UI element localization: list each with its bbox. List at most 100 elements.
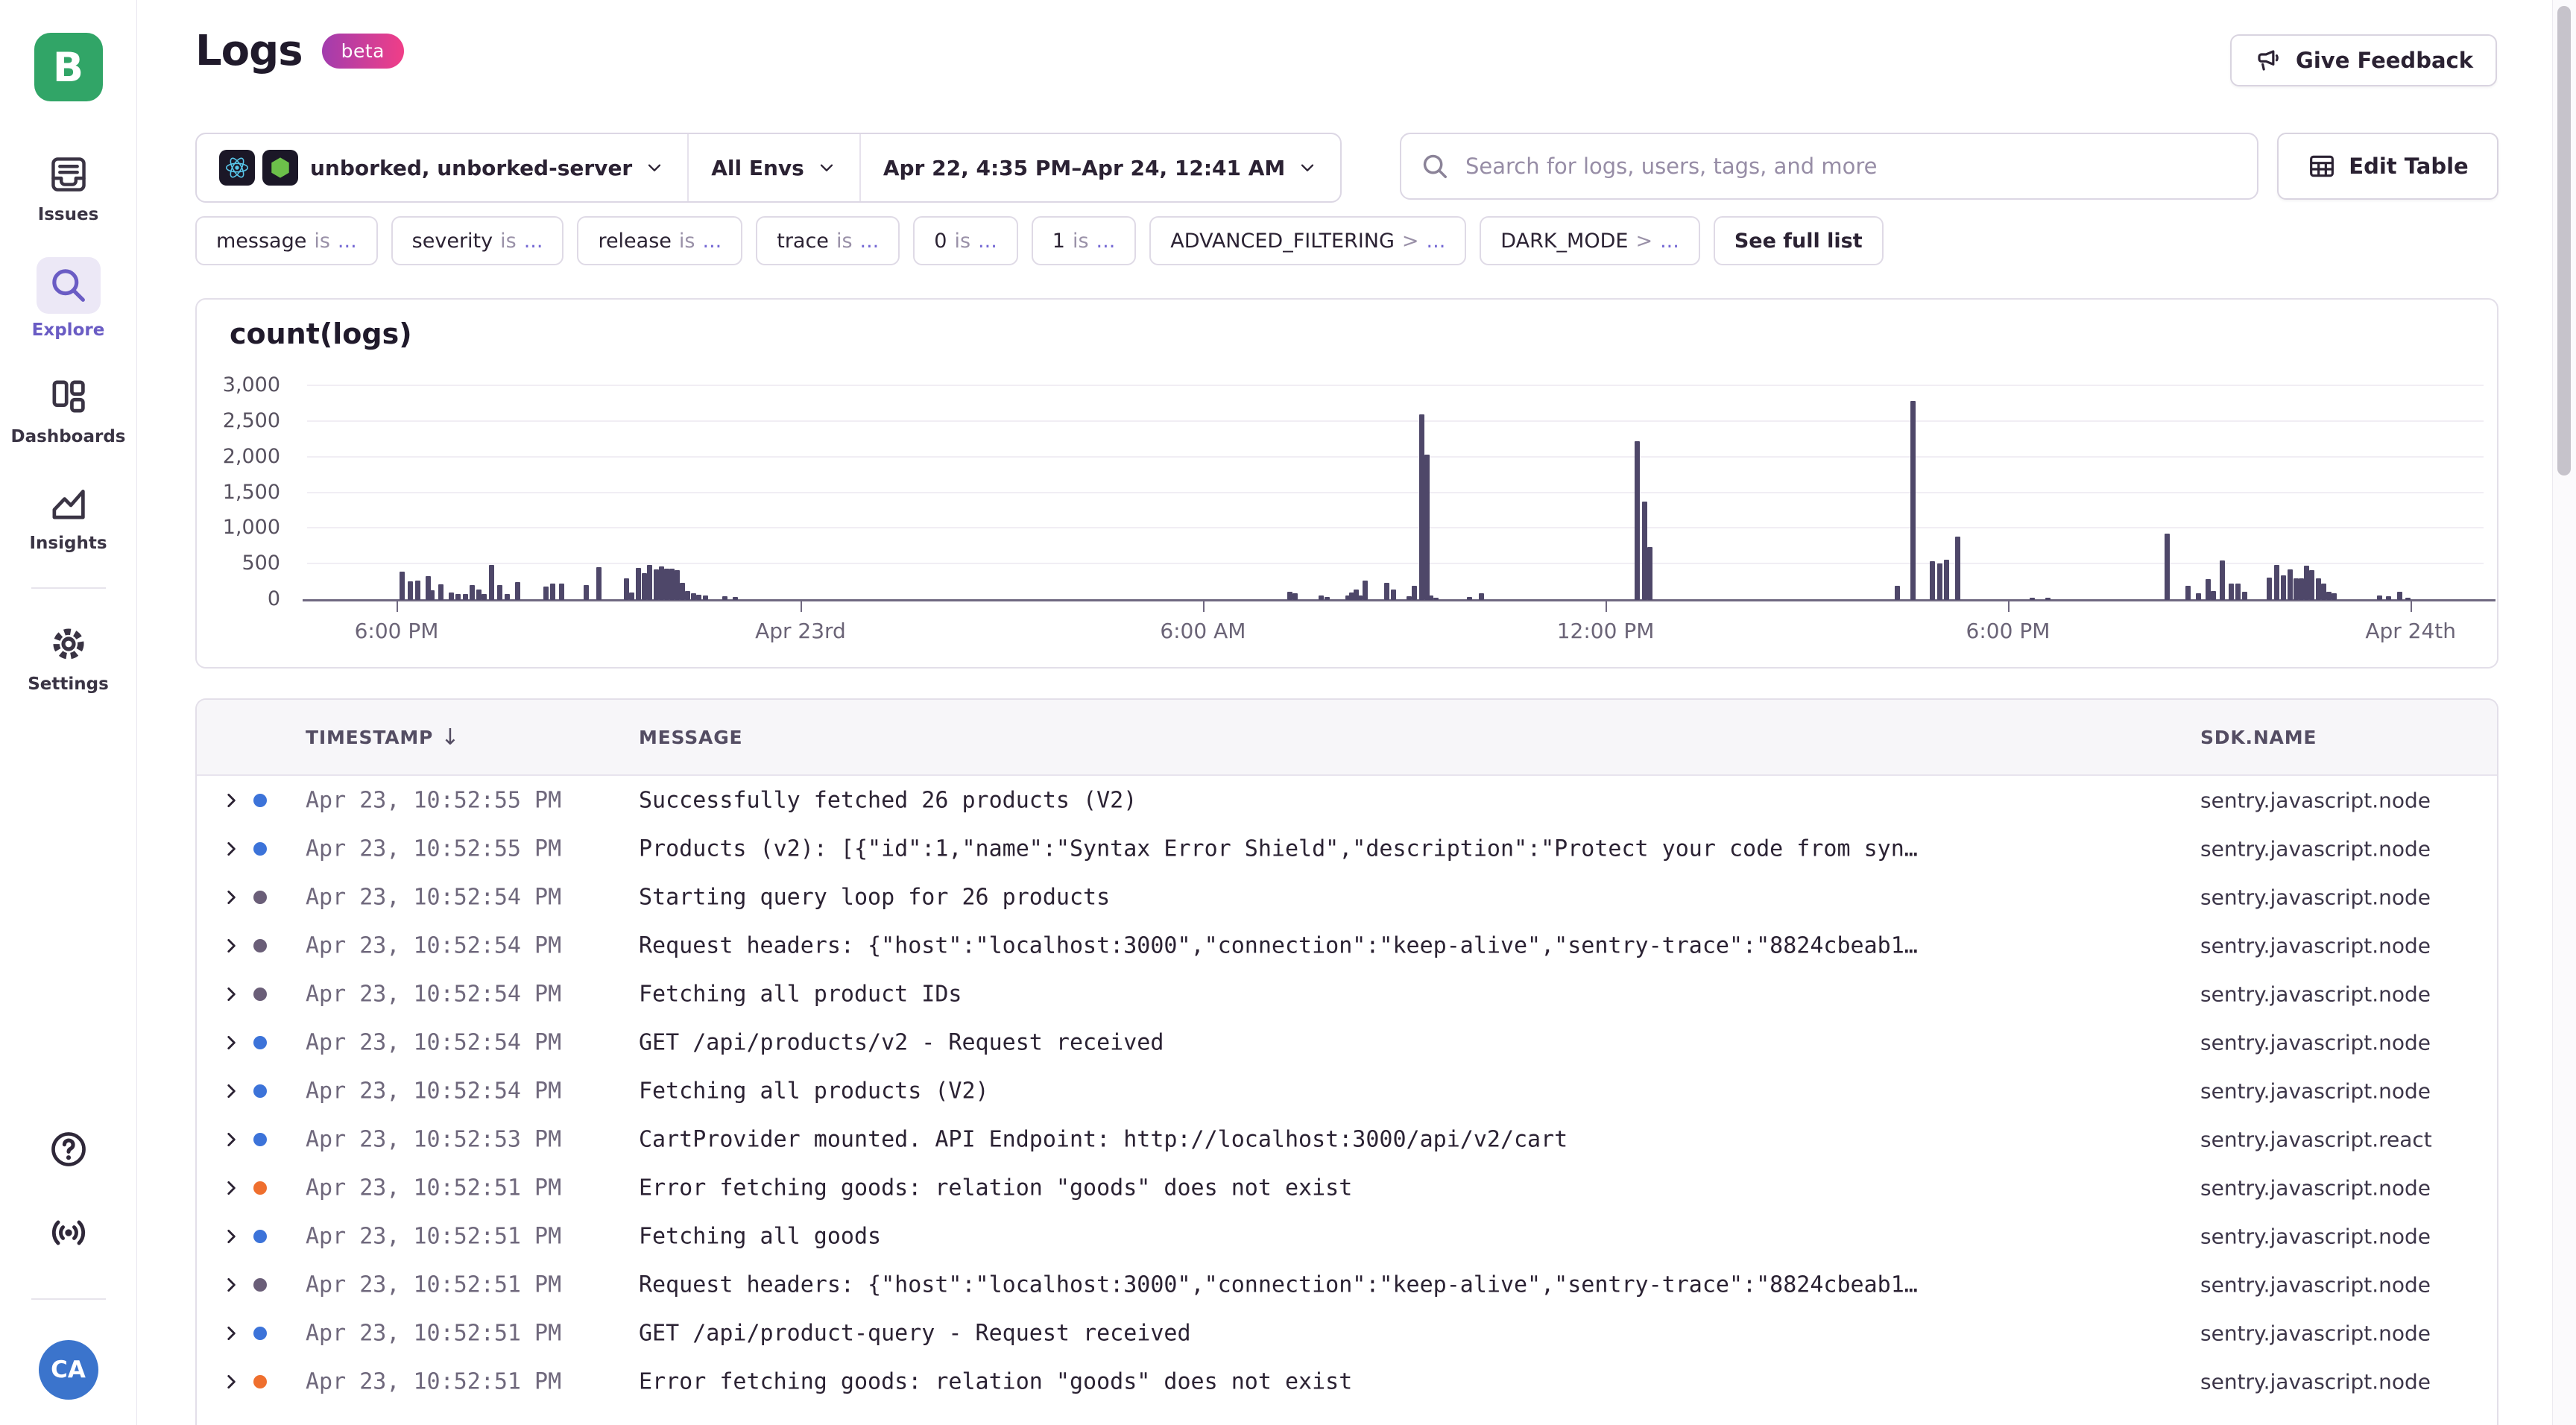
table-row[interactable]: Apr 23, 10:52:53 PM CartProvider mounted.…	[197, 1115, 2497, 1163]
sidebar-item-dashboards[interactable]: Dashboards	[0, 373, 136, 446]
chart-bar	[641, 572, 647, 600]
expand-chevron-icon[interactable]	[221, 1324, 241, 1343]
table-row[interactable]: Apr 23, 10:52:54 PM Fetching all products…	[197, 1067, 2497, 1115]
log-sdk-name: sentry.javascript.node	[2200, 1369, 2431, 1394]
table-row[interactable]: Apr 23, 10:52:54 PM Starting query loop f…	[197, 873, 2497, 921]
page-header: Logs beta	[195, 27, 404, 75]
edit-table-button[interactable]: Edit Table	[2277, 133, 2498, 200]
expand-chevron-icon[interactable]	[221, 936, 241, 955]
table-row[interactable]: Apr 23, 10:52:51 PM Fetching all goods sen…	[197, 1212, 2497, 1260]
expand-chevron-icon[interactable]	[221, 888, 241, 907]
project-selector[interactable]: unborked, unborked-server	[197, 134, 687, 201]
table-row[interactable]: Apr 23, 10:52:55 PM Successfully fetched …	[197, 776, 2497, 824]
chart-bar	[470, 585, 476, 600]
column-label: SDK.NAME	[2200, 726, 2317, 748]
date-range-selector[interactable]: Apr 22, 4:35 PM–Apr 24, 12:41 AM	[859, 134, 1340, 201]
log-message: Error fetching goods: relation "goods" d…	[639, 1175, 1353, 1201]
chart-bar	[488, 565, 494, 600]
log-rows: Apr 23, 10:52:55 PM Successfully fetched …	[197, 776, 2497, 1406]
log-count-chart: count(logs) 0 500 1,000 1,500 2,000 2,500 3,00…	[195, 298, 2498, 669]
whats-new-button[interactable]	[46, 1210, 91, 1255]
table-row[interactable]: Apr 23, 10:52:55 PM Products (v2): [{"id"…	[197, 824, 2497, 873]
chart-bar	[702, 595, 708, 600]
filter-chip[interactable]: message is...	[195, 216, 378, 265]
search-input[interactable]	[1464, 153, 2238, 180]
expand-chevron-icon[interactable]	[221, 839, 241, 859]
dashboards-icon	[41, 373, 96, 420]
chart-bar	[669, 569, 675, 600]
severity-dot	[253, 1229, 267, 1243]
chart-bar	[2287, 569, 2293, 600]
environment-selector-label: All Envs	[711, 155, 804, 180]
chart-bar	[1287, 591, 1293, 600]
chart-bar	[675, 570, 681, 600]
see-full-list-button[interactable]: See full list	[1713, 216, 1884, 265]
table-row[interactable]: Apr 23, 10:52:54 PM Fetching all product …	[197, 970, 2497, 1018]
expand-chevron-icon[interactable]	[221, 985, 241, 1004]
table-row[interactable]: Apr 23, 10:52:51 PM GET /api/product-quer…	[197, 1309, 2497, 1357]
column-header-sdk-name[interactable]: SDK.NAME	[2200, 700, 2317, 774]
chart-bar	[1635, 440, 1641, 600]
column-header-message[interactable]: MESSAGE	[639, 700, 742, 774]
log-search	[1400, 133, 2258, 200]
expand-chevron-icon[interactable]	[221, 1033, 241, 1052]
filter-chips-row: message is... severity is... release is... tra…	[195, 216, 1884, 265]
sidebar-item-settings[interactable]: Settings	[0, 620, 136, 694]
sidebar-item-issues[interactable]: Issues	[0, 151, 136, 224]
log-timestamp: Apr 23, 10:52:55 PM	[306, 835, 562, 862]
filter-chip[interactable]: 1 is...	[1031, 216, 1137, 265]
sort-desc-icon: ↓	[441, 724, 461, 751]
filter-chip[interactable]: release is...	[577, 216, 743, 265]
chart-bar	[1412, 586, 1418, 600]
expand-chevron-icon[interactable]	[221, 1081, 241, 1101]
scrollbar-thumb[interactable]	[2557, 6, 2571, 475]
table-row[interactable]: Apr 23, 10:52:51 PM Error fetching goods:…	[197, 1163, 2497, 1212]
expand-chevron-icon[interactable]	[221, 1227, 241, 1246]
chart-bar	[1929, 561, 1935, 600]
column-header-timestamp[interactable]: TIMESTAMP ↓	[306, 700, 460, 774]
filter-chip[interactable]: trace is...	[756, 216, 900, 265]
date-range-label: Apr 22, 4:35 PM–Apr 24, 12:41 AM	[883, 155, 1286, 180]
log-message: Request headers: {"host":"localhost:3000…	[639, 1271, 1918, 1298]
insights-icon	[41, 479, 96, 527]
chart-plot	[303, 385, 2496, 612]
org-logo[interactable]: B	[34, 33, 103, 101]
filter-chip[interactable]: ADVANCED_FILTERING >...	[1149, 216, 1467, 265]
question-icon	[51, 1132, 86, 1166]
table-row[interactable]: Apr 23, 10:52:51 PM Request headers: {"ho…	[197, 1260, 2497, 1309]
expand-chevron-icon[interactable]	[221, 791, 241, 810]
sidebar-item-insights[interactable]: Insights	[0, 479, 136, 553]
table-row[interactable]: Apr 23, 10:52:51 PM Error fetching goods:…	[197, 1357, 2497, 1406]
x-tick-mark	[2007, 601, 2010, 612]
filter-chip[interactable]: severity is...	[391, 216, 564, 265]
log-timestamp: Apr 23, 10:52:54 PM	[306, 1078, 562, 1104]
log-timestamp: Apr 23, 10:52:51 PM	[306, 1320, 562, 1346]
x-tick-mark	[1202, 601, 1205, 612]
chart-bar	[1424, 454, 1430, 600]
chart-bar	[2242, 592, 2248, 600]
filter-chip[interactable]: 0 is...	[913, 216, 1018, 265]
chart-bar	[1479, 593, 1485, 600]
log-sdk-name: sentry.javascript.node	[2200, 885, 2431, 909]
expand-chevron-icon[interactable]	[221, 1178, 241, 1198]
chart-bar	[623, 578, 629, 600]
log-message: GET /api/product-query - Request receive…	[639, 1320, 1191, 1346]
user-avatar[interactable]: CA	[38, 1340, 98, 1400]
table-row[interactable]: Apr 23, 10:52:54 PM Request headers: {"ho…	[197, 921, 2497, 970]
expand-chevron-icon[interactable]	[221, 1275, 241, 1295]
log-message: GET /api/products/v2 - Request received	[639, 1029, 1164, 1055]
give-feedback-button[interactable]: Give Feedback	[2230, 34, 2497, 86]
help-button[interactable]	[46, 1127, 91, 1172]
filter-chip[interactable]: DARK_MODE >...	[1480, 216, 1700, 265]
log-sdk-name: sentry.javascript.node	[2200, 1078, 2431, 1103]
chart-bar	[653, 569, 659, 600]
sidebar-item-explore[interactable]: Explore	[0, 257, 136, 340]
log-timestamp: Apr 23, 10:52:54 PM	[306, 932, 562, 958]
expand-chevron-icon[interactable]	[221, 1372, 241, 1391]
expand-chevron-icon[interactable]	[221, 1130, 241, 1149]
table-row[interactable]: Apr 23, 10:52:54 PM GET /api/products/v2 …	[197, 1018, 2497, 1067]
environment-selector[interactable]: All Envs	[687, 134, 859, 201]
chart-bar	[1390, 589, 1396, 600]
chart-bar	[2030, 598, 2036, 600]
chart-bar	[414, 581, 420, 600]
